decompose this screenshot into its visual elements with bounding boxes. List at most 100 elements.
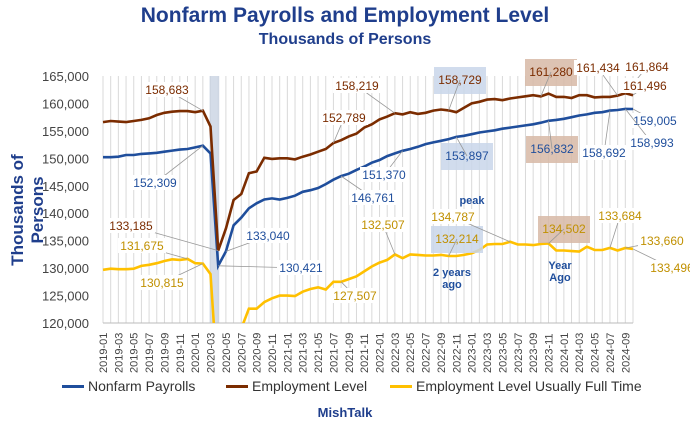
x-tick-label: 2019-11 bbox=[175, 333, 187, 373]
annotation-note: Year bbox=[548, 260, 572, 272]
annotation-label: 130,421 bbox=[279, 261, 323, 275]
x-tick-label: 2023-09 bbox=[528, 333, 540, 373]
x-tick-label: 2024-09 bbox=[620, 333, 632, 373]
x-tick-label: 2022-05 bbox=[405, 333, 417, 373]
x-tick-label: 2022-09 bbox=[436, 333, 448, 373]
x-tick-label: 2023-11 bbox=[544, 333, 556, 373]
x-tick-label: 2022-03 bbox=[390, 333, 402, 373]
annotation-note: ago bbox=[442, 279, 462, 291]
x-tick-label: 2021-01 bbox=[282, 333, 294, 373]
annotation-label: 158,729 bbox=[438, 73, 482, 87]
annotation-label: 146,761 bbox=[351, 191, 395, 205]
annotation-label: 151,370 bbox=[362, 168, 406, 182]
y-tick-label: 150,000 bbox=[42, 151, 89, 166]
x-tick-label: 2020-01 bbox=[190, 333, 202, 373]
x-tick-label: 2022-07 bbox=[421, 333, 433, 373]
annotation-label: 132,507 bbox=[361, 218, 405, 232]
annotation-bg bbox=[631, 113, 679, 128]
annotation-label: 158,219 bbox=[335, 79, 379, 93]
annotation-bg bbox=[320, 110, 368, 125]
annotation-label: 158,692 bbox=[582, 146, 626, 160]
annotation-bg bbox=[138, 275, 186, 290]
annotation-leader bbox=[455, 136, 468, 157]
x-tick-label: 2019-03 bbox=[113, 333, 125, 373]
annotation-bg bbox=[107, 218, 155, 233]
y-tick-label: 160,000 bbox=[42, 96, 89, 111]
x-tick-label: 2024-01 bbox=[559, 333, 571, 373]
y-tick-label: 125,000 bbox=[42, 289, 89, 304]
footer-source: MishTalk bbox=[317, 405, 373, 420]
annotation-note: 2 years bbox=[433, 267, 471, 279]
legend-item-nonfarm: Nonfarm Payrolls bbox=[62, 378, 195, 394]
y-tick-label: 130,000 bbox=[42, 261, 89, 276]
x-tick-label: 2023-01 bbox=[467, 333, 479, 373]
annotation-bg bbox=[244, 228, 292, 243]
series-line-0 bbox=[103, 107, 634, 271]
annotation-label: 156,832 bbox=[530, 142, 574, 156]
annotation-label: 133,040 bbox=[246, 229, 290, 243]
annotation-note: Ago bbox=[549, 272, 571, 284]
series-line-2 bbox=[102, 240, 634, 323]
legend-label: Nonfarm Payrolls bbox=[88, 378, 196, 394]
annotation-leader bbox=[448, 238, 458, 257]
annotation-bg bbox=[349, 190, 397, 205]
x-tick-label: 2023-05 bbox=[497, 333, 509, 373]
annotation-label: 133,684 bbox=[598, 209, 642, 223]
annotation-bg bbox=[623, 59, 671, 74]
x-tick-label: 2019-05 bbox=[129, 333, 141, 373]
y-tick-label: 120,000 bbox=[42, 316, 89, 331]
x-tick-label: 2021-05 bbox=[313, 333, 325, 373]
y-tick-label: 165,000 bbox=[42, 69, 89, 84]
annotation-leader bbox=[448, 79, 461, 111]
annotation-box bbox=[441, 143, 493, 170]
annotation-label: 130,815 bbox=[140, 276, 184, 290]
annotation-label: 158,993 bbox=[630, 136, 674, 150]
x-tick-label: 2020-09 bbox=[252, 333, 264, 373]
annotation-bg bbox=[628, 135, 676, 150]
x-tick-label: 2023-07 bbox=[513, 333, 525, 373]
legend-swatch bbox=[390, 384, 412, 388]
annotation-bg bbox=[118, 238, 166, 253]
annotation-label: 127,507 bbox=[333, 289, 377, 303]
chart-subtitle: Thousands of Persons bbox=[258, 31, 432, 48]
x-tick-label: 2023-03 bbox=[482, 333, 494, 373]
annotation-label: 133,660 bbox=[640, 234, 684, 248]
legend-label: Employment Level bbox=[252, 378, 368, 394]
annotation-bg bbox=[596, 208, 644, 223]
x-tick-label: 2022-11 bbox=[451, 333, 463, 373]
x-tick-label: 2024-05 bbox=[590, 333, 602, 373]
y-tick-label: 145,000 bbox=[42, 179, 89, 194]
annotation-bg bbox=[574, 60, 622, 75]
y-tick-label: 135,000 bbox=[42, 234, 89, 249]
annotation-bg bbox=[143, 82, 191, 97]
annotation-label: 132,214 bbox=[435, 232, 479, 246]
annotation-label: 153,897 bbox=[445, 149, 489, 163]
annotation-bg bbox=[648, 260, 690, 275]
x-tick-label: 2020-05 bbox=[221, 333, 233, 373]
annotation-label: 152,789 bbox=[322, 111, 366, 125]
annotation-bg bbox=[429, 209, 477, 224]
x-tick-label: 2019-01 bbox=[98, 333, 110, 373]
legend-item-fulltime: Employment Level Usually Full Time bbox=[390, 378, 642, 394]
series-line-1 bbox=[102, 91, 634, 252]
legend-label: Employment Level Usually Full Time bbox=[416, 378, 642, 394]
legend-swatch bbox=[62, 384, 84, 388]
annotation-bg bbox=[333, 78, 381, 93]
x-tick-label: 2021-11 bbox=[359, 333, 371, 373]
annotation-bg bbox=[331, 288, 379, 303]
x-tick-label: 2024-03 bbox=[574, 333, 586, 373]
x-tick-label: 2021-07 bbox=[328, 333, 340, 373]
annotation-label: 133,496 bbox=[650, 261, 690, 275]
x-tick-label: 2021-09 bbox=[344, 333, 356, 373]
annotation-label: 133,185 bbox=[109, 219, 153, 233]
annotation-label: 159,005 bbox=[633, 114, 677, 128]
annotation-label: 161,496 bbox=[623, 79, 667, 93]
annotation-bg bbox=[277, 260, 325, 275]
x-tick-label: 2019-09 bbox=[159, 333, 171, 373]
annotation-label: 158,683 bbox=[145, 83, 189, 97]
x-tick-label: 2024-07 bbox=[605, 333, 617, 373]
annotation-bg bbox=[580, 145, 628, 160]
annotation-leader bbox=[548, 228, 565, 244]
x-tick-label: 2021-03 bbox=[298, 333, 310, 373]
